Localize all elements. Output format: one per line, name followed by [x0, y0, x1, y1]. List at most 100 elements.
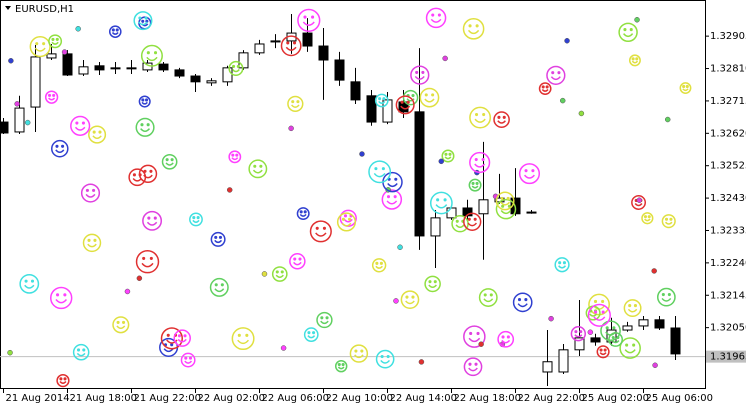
- smiley-eye: [482, 112, 486, 117]
- smiley-eye: [507, 204, 511, 208]
- smiley-face: [463, 212, 482, 231]
- smiley-eye: [628, 304, 632, 308]
- x-tick-label: 22 Aug 18:00: [454, 393, 521, 404]
- smiley: [112, 316, 130, 334]
- smiley-eye: [144, 16, 148, 20]
- candle-body: [318, 45, 329, 61]
- smiley: [316, 311, 333, 329]
- dot-object: [136, 275, 143, 282]
- smiley-face: [248, 159, 268, 179]
- smiley-mouth: [380, 359, 391, 364]
- smiley-eye: [594, 310, 598, 314]
- y-tick-label: 1.32810: [710, 64, 746, 75]
- smiley-mouth: [177, 338, 187, 343]
- smiley-eye: [51, 37, 55, 41]
- smiley-eye: [661, 292, 665, 297]
- smiley: [641, 212, 654, 225]
- dot-object: [478, 341, 484, 347]
- smiley-face: [56, 373, 70, 388]
- smiley-eye: [214, 283, 218, 287]
- axis-panel: [706, 0, 746, 406]
- smiley-face: [495, 191, 515, 211]
- dot-object: [636, 197, 643, 203]
- candle-body: [62, 53, 73, 76]
- x-tick-label: 21 Aug 22:00: [134, 393, 201, 404]
- smiley: [462, 18, 485, 40]
- smiley-mouth: [137, 21, 148, 26]
- smiley-mouth: [593, 316, 606, 321]
- smiley: [619, 337, 641, 359]
- smiley-mouth: [386, 200, 398, 205]
- smiley-mouth: [214, 288, 225, 293]
- smiley-eye: [307, 331, 311, 335]
- smiley: [88, 125, 107, 144]
- candle-body: [158, 63, 169, 71]
- smiley-face: [618, 22, 638, 43]
- smiley-face: [419, 87, 440, 108]
- candles: [0, 13, 705, 386]
- dot-object: [652, 362, 658, 369]
- dot-object: [651, 268, 657, 274]
- smiley-mouth: [143, 174, 153, 179]
- smiley: [296, 207, 310, 221]
- smiley-face: [628, 54, 641, 67]
- smiley-mouth: [146, 221, 158, 226]
- smiley-face: [209, 277, 229, 297]
- candle-body: [590, 337, 601, 343]
- smiley-face: [441, 149, 455, 163]
- smiley-face: [679, 82, 692, 94]
- smiley-mouth: [341, 222, 352, 227]
- dot-object: [664, 116, 671, 123]
- smiley-face: [303, 327, 319, 343]
- smiley-mouth: [500, 210, 512, 215]
- smiley-face: [619, 337, 641, 359]
- smiley: [493, 111, 510, 128]
- smiley-face: [425, 7, 447, 29]
- smiley-face: [381, 189, 403, 210]
- smiley-eye: [411, 93, 415, 98]
- x-tick-label: 25 Aug 06:00: [646, 393, 713, 404]
- smiley-eye: [612, 326, 616, 330]
- dot-object: [8, 58, 14, 64]
- smiley-eye: [141, 98, 145, 102]
- smiley-face: [19, 273, 40, 294]
- smiley-mouth: [623, 33, 634, 38]
- y-tick-label: 1.32525: [710, 161, 746, 172]
- smiley-face: [29, 35, 51, 58]
- smiley-face: [497, 330, 515, 348]
- candle-body: [222, 67, 233, 83]
- smiley-eye: [61, 144, 65, 148]
- smiley: [554, 257, 570, 273]
- smiley: [140, 44, 163, 67]
- smiley-eye: [115, 28, 119, 32]
- menu-arrow[interactable]: [5, 6, 11, 10]
- smiley-eye: [291, 100, 295, 104]
- smiley-mouth: [48, 97, 56, 101]
- smiley-eye: [406, 100, 410, 104]
- smiley-eye: [415, 70, 419, 74]
- smiley-face: [138, 164, 158, 184]
- smiley-eye: [667, 292, 671, 297]
- smiley-eye: [59, 377, 63, 381]
- smiley-eye: [473, 217, 477, 221]
- smiley-eye: [579, 330, 583, 334]
- smiley-mouth: [455, 224, 465, 229]
- smiley-eye: [214, 235, 218, 239]
- smiley-eye: [374, 167, 378, 171]
- smiley: [587, 303, 611, 327]
- smiley: [400, 290, 420, 309]
- smiley-face: [135, 250, 160, 274]
- smiley-mouth: [237, 339, 250, 345]
- candle-body: [526, 211, 537, 214]
- smiley-face: [88, 125, 107, 144]
- smiley-face: [395, 95, 415, 115]
- smiley-mouth: [354, 354, 364, 359]
- smiley-eye: [469, 331, 473, 336]
- smiley: [618, 22, 638, 43]
- smiley-eye: [601, 299, 605, 304]
- smiley-eye: [292, 41, 297, 45]
- smiley-face: [600, 320, 621, 342]
- candle-body: [414, 111, 425, 237]
- smiley-mouth: [435, 204, 448, 209]
- smiley-eye: [303, 210, 307, 214]
